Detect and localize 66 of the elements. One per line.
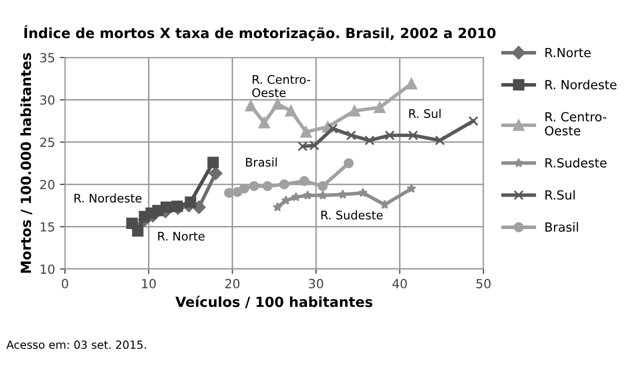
point [346,130,356,140]
annotation: R. Sul [409,108,441,118]
point [291,192,301,202]
point [272,98,284,110]
point [328,124,338,134]
point [406,184,416,193]
point [300,126,312,138]
annotation: R. Nordeste [74,193,142,203]
legend-label: Brasil [546,222,578,232]
point [318,181,328,192]
y-tick-label: 20 [40,180,54,190]
point [249,181,260,192]
y-tick-label: 25 [40,138,54,148]
point [281,195,291,205]
x-tick-label: 0 [62,278,68,288]
point [434,135,445,146]
point [285,105,297,116]
annotation: R. Norte [158,232,204,241]
point [380,200,390,209]
point [348,105,360,116]
point [245,100,256,112]
y-axis-title: Mortos / 100.000 habitantes [20,53,32,273]
point [258,116,270,128]
point [384,130,395,140]
point [374,102,386,114]
point [358,188,368,198]
x-tick-label: 50 [476,278,491,288]
point [344,158,354,168]
point [302,190,312,200]
y-tick-label: 30 [40,95,54,105]
point [239,184,250,194]
point [364,135,375,146]
annotation: R. Sudeste [321,210,383,220]
x-tick-label: 30 [309,278,324,288]
y-tick-label: 10 [40,264,54,274]
x-tick-label: 10 [142,278,156,288]
chart-title: Índice de mortos X taxa de motorização. Brasil, 2002 a 2010 [24,25,496,41]
legend-label: R.Norte [546,48,591,58]
point [208,166,222,180]
point [468,116,478,126]
point [207,156,219,168]
annotation: Brasil [246,158,277,167]
legend-label: R.Sudeste [546,158,606,168]
legend-label: R. Centro- Oeste [544,112,606,136]
point [408,130,418,140]
x-tick-label: 40 [392,278,407,288]
point [224,188,234,198]
point [171,200,183,212]
point [184,196,196,208]
x-axis-title: Veículos / 100 habitantes [175,296,372,308]
y-tick-label: 35 [40,52,54,62]
point [272,202,282,212]
legend-label: R. Nordeste [546,80,616,90]
text: Acesso em: 03 set. 2015. [6,340,146,349]
point [318,190,328,200]
point [160,202,172,213]
point [338,190,348,199]
legend-label: R.Sul [546,190,575,200]
point [299,176,310,186]
x-tick-label: 20 [225,278,240,288]
y-tick-label: 15 [40,222,54,232]
point [406,78,418,90]
point [279,179,290,190]
annotation: R. Centro- Oeste [252,74,310,98]
point [262,181,273,192]
point [132,225,144,237]
